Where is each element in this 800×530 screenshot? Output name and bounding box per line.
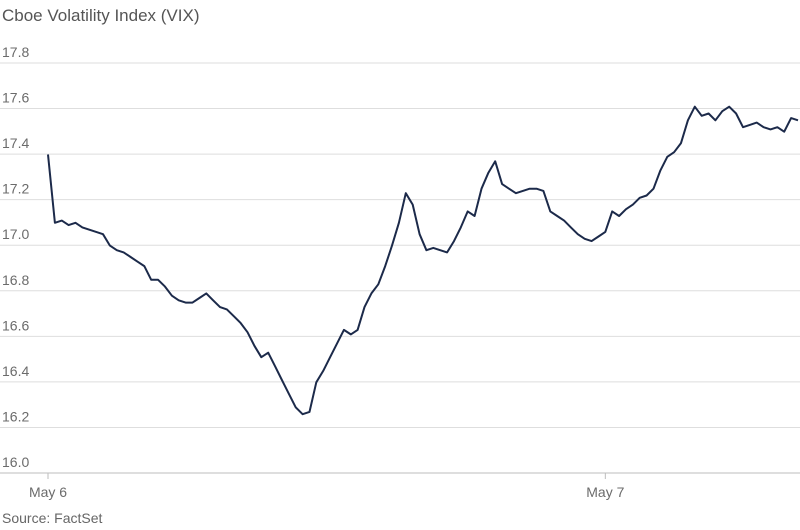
y-tick-label: 16.6 <box>2 317 29 333</box>
y-tick-label: 16.4 <box>2 363 29 379</box>
y-tick-label: 16.8 <box>2 272 29 288</box>
y-tick-label: 17.4 <box>2 135 29 151</box>
source-note: Source: FactSet <box>2 510 103 526</box>
y-tick-label: 16.0 <box>2 454 29 470</box>
chart-title: Cboe Volatility Index (VIX) <box>2 6 200 25</box>
y-tick-label: 16.2 <box>2 408 29 424</box>
x-tick-label: May 7 <box>586 484 624 500</box>
y-axis-tick-labels: 16.0 16.2 16.4 16.6 16.8 17.0 17.2 17.4 17.6 17.8 <box>2 44 29 470</box>
y-tick-label: 17.2 <box>2 181 29 197</box>
y-tick-label: 17.0 <box>2 226 29 242</box>
x-tick-label: May 6 <box>29 484 67 500</box>
gridlines <box>0 62 800 474</box>
series-line <box>47 105 799 416</box>
y-tick-label: 17.6 <box>2 90 29 106</box>
x-axis: May 6 May 7 <box>29 473 625 500</box>
y-tick-label: 17.8 <box>2 44 29 60</box>
series-layer <box>47 105 799 416</box>
